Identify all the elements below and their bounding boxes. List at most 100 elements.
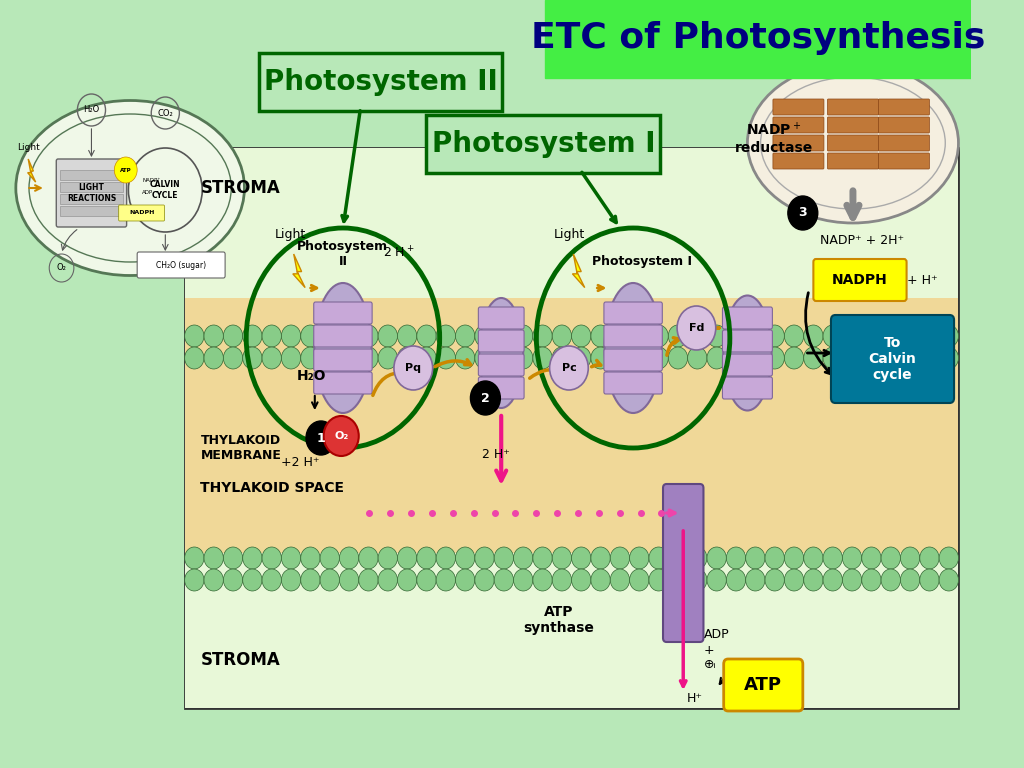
Circle shape bbox=[513, 547, 532, 569]
Circle shape bbox=[456, 547, 475, 569]
Circle shape bbox=[920, 547, 939, 569]
Circle shape bbox=[591, 547, 610, 569]
Text: +2 H⁺: +2 H⁺ bbox=[282, 456, 319, 469]
Circle shape bbox=[591, 325, 610, 347]
Circle shape bbox=[707, 547, 726, 569]
Circle shape bbox=[417, 325, 436, 347]
Circle shape bbox=[550, 346, 588, 390]
Circle shape bbox=[321, 547, 339, 569]
Circle shape bbox=[475, 347, 495, 369]
Circle shape bbox=[321, 347, 339, 369]
Circle shape bbox=[324, 416, 358, 456]
Circle shape bbox=[532, 325, 552, 347]
FancyBboxPatch shape bbox=[478, 330, 524, 352]
Circle shape bbox=[306, 421, 336, 455]
Ellipse shape bbox=[15, 101, 245, 276]
Circle shape bbox=[397, 325, 417, 347]
Circle shape bbox=[707, 325, 726, 347]
Circle shape bbox=[321, 325, 339, 347]
Ellipse shape bbox=[314, 283, 372, 413]
Circle shape bbox=[495, 547, 513, 569]
Circle shape bbox=[610, 569, 630, 591]
Circle shape bbox=[475, 547, 495, 569]
Circle shape bbox=[745, 325, 765, 347]
Text: 2 H$^+$: 2 H$^+$ bbox=[383, 246, 414, 261]
FancyBboxPatch shape bbox=[773, 135, 824, 151]
FancyBboxPatch shape bbox=[879, 99, 930, 115]
Text: ATP: ATP bbox=[744, 676, 782, 694]
Circle shape bbox=[358, 569, 378, 591]
Circle shape bbox=[784, 547, 804, 569]
Circle shape bbox=[378, 347, 397, 369]
Text: ETC of Photosynthesis: ETC of Photosynthesis bbox=[530, 21, 985, 55]
Text: Pq: Pq bbox=[406, 363, 421, 373]
Circle shape bbox=[881, 347, 900, 369]
FancyBboxPatch shape bbox=[879, 135, 930, 151]
Circle shape bbox=[610, 547, 630, 569]
Circle shape bbox=[495, 569, 513, 591]
Circle shape bbox=[262, 325, 282, 347]
Text: Light: Light bbox=[554, 228, 586, 241]
Circle shape bbox=[513, 325, 532, 347]
Text: 3: 3 bbox=[799, 207, 807, 220]
FancyBboxPatch shape bbox=[545, 0, 971, 78]
Circle shape bbox=[765, 347, 784, 369]
FancyBboxPatch shape bbox=[827, 153, 879, 169]
Circle shape bbox=[301, 569, 321, 591]
FancyBboxPatch shape bbox=[773, 99, 824, 115]
Circle shape bbox=[532, 569, 552, 591]
Circle shape bbox=[881, 569, 900, 591]
Text: CH₂O (sugar): CH₂O (sugar) bbox=[156, 260, 206, 270]
Circle shape bbox=[513, 569, 532, 591]
FancyBboxPatch shape bbox=[184, 148, 958, 708]
Circle shape bbox=[726, 547, 745, 569]
Circle shape bbox=[571, 569, 591, 591]
Circle shape bbox=[243, 569, 262, 591]
Circle shape bbox=[784, 325, 804, 347]
Circle shape bbox=[669, 347, 688, 369]
Circle shape bbox=[862, 569, 881, 591]
Circle shape bbox=[669, 569, 688, 591]
Circle shape bbox=[610, 325, 630, 347]
FancyBboxPatch shape bbox=[56, 159, 127, 227]
Circle shape bbox=[282, 325, 301, 347]
Circle shape bbox=[397, 569, 417, 591]
Circle shape bbox=[339, 325, 358, 347]
Circle shape bbox=[243, 547, 262, 569]
Circle shape bbox=[456, 325, 475, 347]
Circle shape bbox=[804, 547, 823, 569]
Circle shape bbox=[862, 547, 881, 569]
Circle shape bbox=[321, 569, 339, 591]
Circle shape bbox=[223, 347, 243, 369]
FancyBboxPatch shape bbox=[59, 170, 123, 180]
Circle shape bbox=[804, 569, 823, 591]
Circle shape bbox=[417, 547, 436, 569]
Text: NADP⁺: NADP⁺ bbox=[142, 177, 161, 183]
FancyBboxPatch shape bbox=[723, 307, 772, 329]
Circle shape bbox=[939, 325, 958, 347]
Circle shape bbox=[745, 547, 765, 569]
FancyBboxPatch shape bbox=[663, 484, 703, 642]
Circle shape bbox=[688, 325, 707, 347]
Circle shape bbox=[630, 569, 649, 591]
Text: Photosystem I: Photosystem I bbox=[432, 130, 655, 158]
Circle shape bbox=[804, 325, 823, 347]
Text: ADP
+
⊕ᵢ: ADP + ⊕ᵢ bbox=[703, 628, 729, 671]
Circle shape bbox=[726, 569, 745, 591]
Circle shape bbox=[475, 569, 495, 591]
FancyBboxPatch shape bbox=[184, 553, 958, 708]
Ellipse shape bbox=[604, 283, 662, 413]
Circle shape bbox=[881, 325, 900, 347]
Ellipse shape bbox=[748, 63, 958, 223]
Circle shape bbox=[784, 347, 804, 369]
Text: O₂: O₂ bbox=[56, 263, 67, 273]
Text: Photosystem
II: Photosystem II bbox=[297, 240, 388, 268]
Text: Light: Light bbox=[274, 228, 306, 241]
Circle shape bbox=[301, 547, 321, 569]
FancyBboxPatch shape bbox=[426, 115, 660, 173]
Circle shape bbox=[436, 547, 456, 569]
FancyBboxPatch shape bbox=[59, 206, 123, 216]
Circle shape bbox=[571, 547, 591, 569]
Circle shape bbox=[900, 347, 920, 369]
Circle shape bbox=[688, 347, 707, 369]
